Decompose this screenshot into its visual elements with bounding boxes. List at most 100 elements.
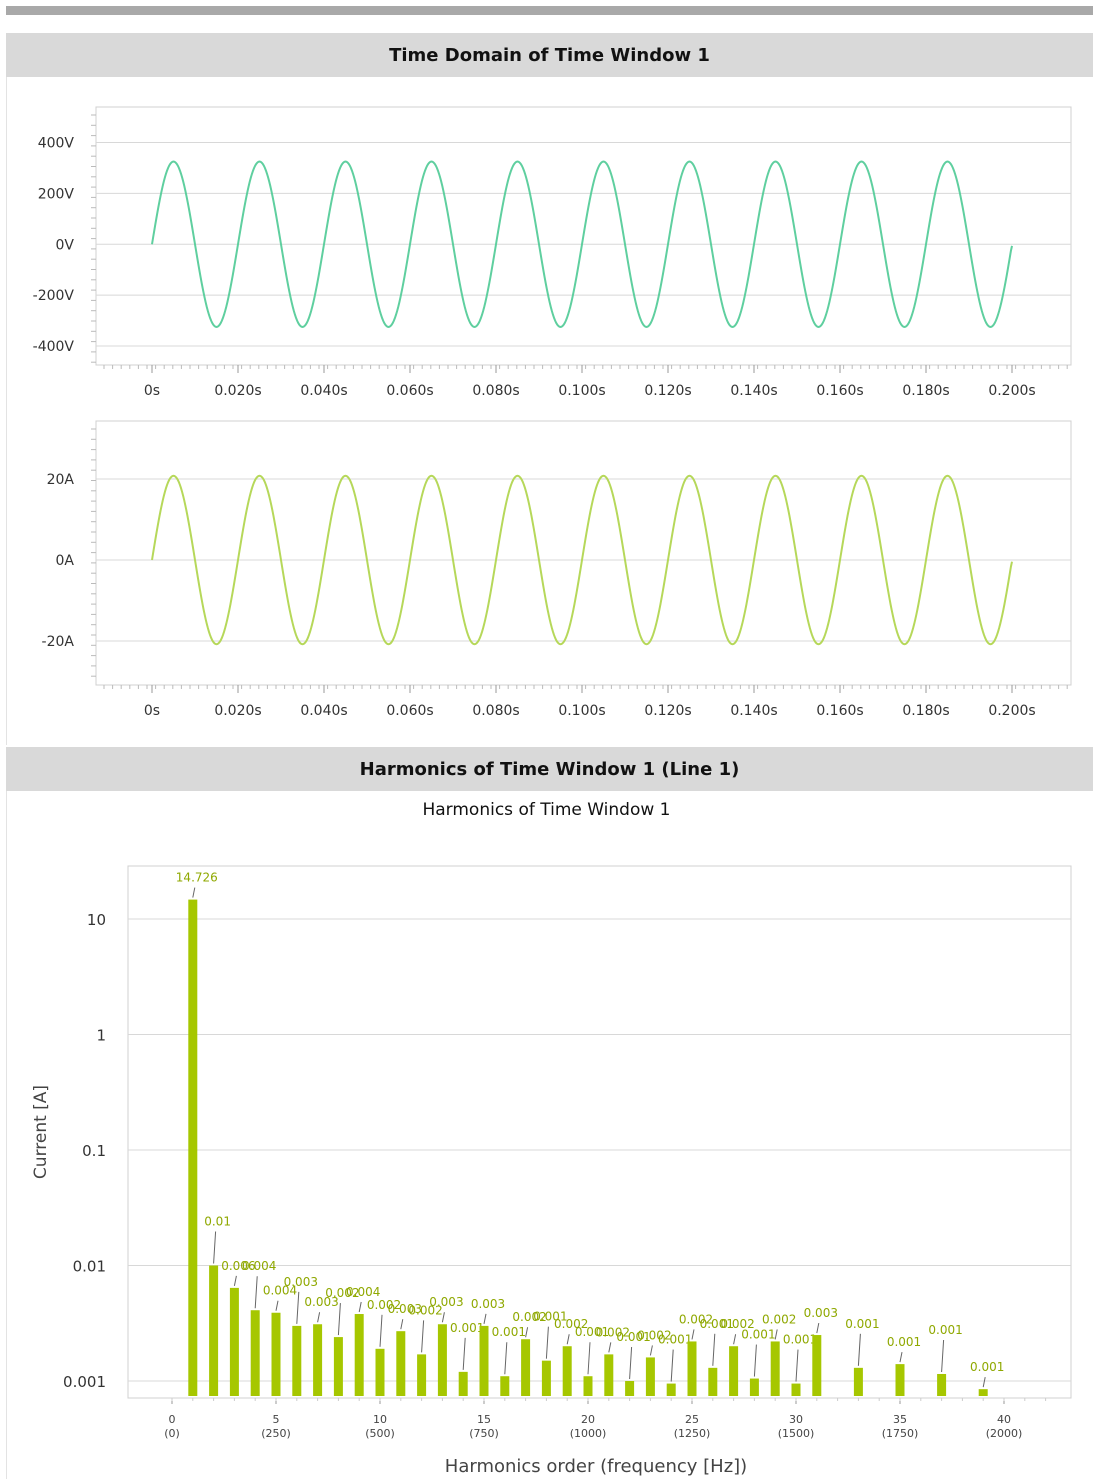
x-tick-label: 30 bbox=[789, 1413, 803, 1426]
x-tick-sublabel: (750) bbox=[469, 1427, 499, 1440]
y-tick-label: 10 bbox=[87, 911, 106, 929]
x-tick-label: 0.120s bbox=[644, 703, 691, 719]
bar-label-leader bbox=[358, 1301, 362, 1313]
bar-data-label: 0.001 bbox=[845, 1317, 879, 1331]
harmonic-bar bbox=[666, 1383, 676, 1396]
bar-label-leader bbox=[400, 1319, 404, 1330]
bar-label-leader bbox=[649, 1345, 653, 1356]
harmonic-bar bbox=[354, 1314, 364, 1396]
top-divider-bar bbox=[6, 6, 1093, 15]
x-tick-label: 0.060s bbox=[386, 703, 433, 719]
x-tick-label: 0.060s bbox=[386, 383, 433, 399]
bar-label-leader bbox=[608, 1342, 612, 1353]
harmonic-bar bbox=[708, 1367, 718, 1396]
y-tick-label: -200V bbox=[33, 288, 75, 304]
harmonic-bar bbox=[313, 1324, 323, 1396]
bar-label-leader bbox=[629, 1346, 633, 1380]
harmonic-bar bbox=[583, 1376, 593, 1396]
bar-data-label: 0.001 bbox=[450, 1321, 484, 1335]
bar-label-leader bbox=[192, 887, 196, 898]
bar-data-label: 0.003 bbox=[304, 1295, 338, 1309]
x-tick-label: 5 bbox=[273, 1413, 280, 1426]
bar-label-leader bbox=[691, 1329, 695, 1340]
bar-label-leader bbox=[462, 1337, 466, 1370]
x-tick-label: 0.040s bbox=[300, 703, 347, 719]
bar-data-label: 0.001 bbox=[492, 1325, 526, 1339]
harmonic-bar bbox=[396, 1331, 406, 1396]
bar-data-label: 0.002 bbox=[679, 1312, 713, 1326]
bar-data-label: 0.001 bbox=[783, 1333, 817, 1347]
bar-label-leader bbox=[712, 1333, 716, 1366]
bar-label-leader bbox=[587, 1342, 591, 1375]
x-tick-label: 0.200s bbox=[988, 703, 1035, 719]
x-tick-sublabel: (1500) bbox=[778, 1427, 815, 1440]
bar-data-label: 0.004 bbox=[242, 1259, 276, 1273]
bar-data-label: 0.001 bbox=[533, 1310, 567, 1324]
bar-data-label: 0.002 bbox=[554, 1317, 588, 1331]
harmonic-bar bbox=[292, 1325, 302, 1396]
bar-label-leader bbox=[857, 1333, 861, 1366]
y-tick-label: 20A bbox=[47, 472, 75, 488]
plot-frame bbox=[127, 865, 1072, 1399]
bar-data-label: 14.726 bbox=[176, 871, 218, 885]
x-tick-label: 0.040s bbox=[300, 383, 347, 399]
y-tick-label: -400V bbox=[33, 339, 75, 355]
harmonic-bar bbox=[562, 1346, 572, 1396]
harmonic-bar bbox=[853, 1367, 863, 1396]
bar-label-leader bbox=[296, 1291, 300, 1324]
harmonic-bar bbox=[687, 1341, 697, 1396]
x-tick-label: 0.180s bbox=[902, 383, 949, 399]
harmonic-bar bbox=[895, 1364, 905, 1396]
bar-data-label: 0.01 bbox=[204, 1215, 231, 1229]
y-tick-label: 0.001 bbox=[63, 1373, 106, 1391]
bar-label-leader bbox=[753, 1344, 757, 1377]
harmonic-bar bbox=[458, 1371, 468, 1396]
harmonic-bar bbox=[229, 1287, 239, 1396]
bar-label-leader bbox=[421, 1320, 425, 1353]
y-tick-label: -20A bbox=[42, 634, 75, 650]
bar-data-label: 0.001 bbox=[700, 1317, 734, 1331]
y-tick-label: 200V bbox=[38, 186, 75, 202]
voltage-chart: 400V 200V 0V -200V -400V 0s 0.020s 0.040s 0.060s… bbox=[33, 106, 1072, 399]
bar-data-label: 0.001 bbox=[575, 1325, 609, 1339]
x-tick-label: 0.120s bbox=[644, 383, 691, 399]
bar-label-leader bbox=[982, 1377, 986, 1388]
time-domain-header: Time Domain of Time Window 1 bbox=[6, 33, 1093, 77]
bar-data-label: 0.003 bbox=[471, 1297, 505, 1311]
harmonic-bar bbox=[625, 1381, 635, 1396]
bar-data-label: 0.002 bbox=[367, 1298, 401, 1312]
y-tick-label: 1 bbox=[96, 1027, 106, 1045]
bar-label-leader bbox=[233, 1275, 237, 1286]
y-tick-label: 0.01 bbox=[73, 1258, 106, 1276]
x-tick-label: 0.180s bbox=[902, 703, 949, 719]
x-tick-label: 0s bbox=[144, 383, 160, 399]
bar-data-label: 0.001 bbox=[616, 1330, 650, 1344]
x-tick-label: 0.140s bbox=[730, 383, 777, 399]
harmonic-bar bbox=[500, 1376, 510, 1396]
x-tick-label: 0 bbox=[169, 1413, 176, 1426]
bar-label-leader bbox=[899, 1352, 903, 1363]
bar-label-leader bbox=[379, 1314, 383, 1347]
x-tick-sublabel: (250) bbox=[261, 1427, 291, 1440]
x-tick-sublabel: (500) bbox=[365, 1427, 395, 1440]
harmonic-bar bbox=[791, 1383, 801, 1396]
bar-data-label: 0.004 bbox=[263, 1284, 297, 1298]
bar-data-label: 0.002 bbox=[720, 1317, 754, 1331]
y-tick-label: 400V bbox=[38, 136, 75, 152]
bar-label-leader bbox=[941, 1339, 945, 1373]
harmonic-bar bbox=[250, 1310, 260, 1396]
bar-label-leader bbox=[441, 1312, 445, 1323]
harmonic-bar bbox=[770, 1341, 780, 1396]
x-tick-label: 15 bbox=[477, 1413, 491, 1426]
bar-data-label: 0.002 bbox=[596, 1325, 630, 1339]
bar-data-label: 0.004 bbox=[346, 1285, 380, 1299]
bar-label-leader bbox=[317, 1312, 321, 1323]
bar-label-leader bbox=[254, 1276, 258, 1309]
harmonic-bar bbox=[375, 1348, 385, 1396]
x-tick-label: 25 bbox=[685, 1413, 699, 1426]
harmonics-chart-title: Harmonics of Time Window 1 bbox=[422, 800, 671, 820]
harmonic-bar bbox=[645, 1357, 655, 1396]
x-tick-label: 0s bbox=[144, 703, 160, 719]
harmonic-bar bbox=[209, 1265, 219, 1396]
